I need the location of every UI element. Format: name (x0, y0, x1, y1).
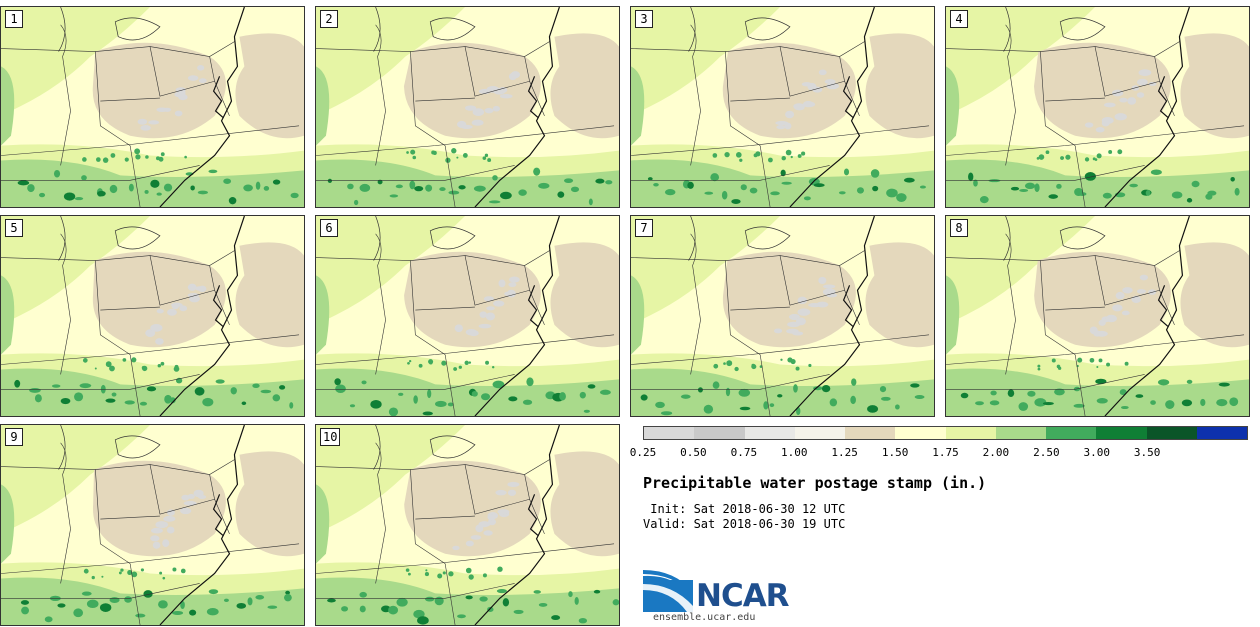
colorbar-segment (945, 427, 996, 439)
colorbar-tick-label: 2.50 (1033, 446, 1060, 459)
colorbar-segment (694, 427, 745, 439)
precipitable-water-map (1, 425, 304, 625)
map-panel: 7 (630, 215, 935, 417)
map-panel: 8 (945, 215, 1250, 417)
valid-time: Valid: Sat 2018-06-30 19 UTC (643, 517, 846, 531)
map-panel: 6 (315, 215, 620, 417)
colorbar-tick-label: 3.00 (1083, 446, 1111, 459)
colorbar-segment (1096, 427, 1147, 439)
page-title: Precipitable water postage stamp (in.) (643, 474, 987, 492)
colorbar-tick-label: 2.00 (982, 446, 1010, 459)
precipitable-water-map (316, 7, 619, 207)
colorbar-segment (1146, 427, 1197, 439)
colorbar-tick-label: 1.75 (932, 446, 959, 459)
init-time: Init: Sat 2018-06-30 12 UTC (643, 502, 846, 516)
precipitable-water-map (1, 216, 304, 416)
member-number: 2 (320, 10, 338, 28)
member-number: 3 (635, 10, 653, 28)
precipitable-water-map (316, 425, 619, 625)
map-panel: 5 (0, 215, 305, 417)
member-number: 4 (950, 10, 968, 28)
map-panel: 4 (945, 6, 1250, 208)
member-number: 10 (320, 428, 341, 446)
colorbar-segment (895, 427, 946, 439)
colorbar-tick-label: 1.50 (881, 446, 909, 459)
ncar-logo-icon (643, 570, 693, 612)
precipitable-water-map (1, 7, 304, 207)
colorbar (643, 426, 1248, 440)
precipitable-water-map (946, 216, 1249, 416)
colorbar-segment (845, 427, 896, 439)
map-panel: 9 (0, 424, 305, 626)
colorbar-tick-label: 3.50 (1133, 446, 1161, 459)
precipitable-water-map (631, 7, 934, 207)
colorbar-segment (1196, 427, 1247, 439)
member-number: 1 (5, 10, 23, 28)
colorbar-tick-label: 1.25 (831, 446, 858, 459)
precipitable-water-map (946, 7, 1249, 207)
ncar-logo-text: NCAR (696, 578, 790, 614)
map-panel: 3 (630, 6, 935, 208)
colorbar-segment (744, 427, 795, 439)
map-panel: 2 (315, 6, 620, 208)
member-number: 9 (5, 428, 23, 446)
colorbar-ticks: 0.25 0.50 0.75 1.00 1.25 1.50 1.75 2.00 2.50 3.00… (630, 446, 1248, 460)
colorbar-segment (1046, 427, 1097, 439)
precipitable-water-map (631, 216, 934, 416)
map-panel: 1 (0, 6, 305, 208)
colorbar-segment (644, 427, 695, 439)
colorbar-tick-label: 1.00 (781, 446, 808, 459)
colorbar-tick-label: 0.75 (730, 446, 758, 459)
colorbar-segment (995, 427, 1046, 439)
site-url: ensemble.ucar.edu (653, 612, 756, 623)
member-number: 6 (320, 219, 338, 237)
colorbar-segment (794, 427, 845, 439)
map-panel: 10 (315, 424, 620, 626)
precipitable-water-map (316, 216, 619, 416)
colorbar-tick-label: 0.50 (680, 446, 707, 459)
member-number: 7 (635, 219, 653, 237)
member-number: 8 (950, 219, 968, 237)
member-number: 5 (5, 219, 23, 237)
colorbar-tick-label: 0.25 (629, 446, 657, 459)
